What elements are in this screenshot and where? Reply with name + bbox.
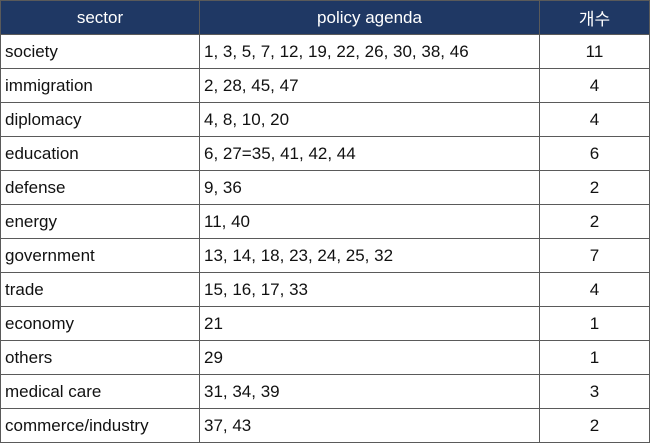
table-row: society 1, 3, 5, 7, 12, 19, 22, 26, 30, … bbox=[0, 34, 650, 69]
count-cell: 4 bbox=[539, 68, 650, 103]
count-cell: 4 bbox=[539, 272, 650, 307]
table-row: medical care 31, 34, 39 3 bbox=[0, 374, 650, 409]
header-count: 개수 bbox=[539, 0, 650, 35]
agenda-cell: 13, 14, 18, 23, 24, 25, 32 bbox=[199, 238, 540, 273]
sector-cell: defense bbox=[0, 170, 200, 205]
table-row: diplomacy 4, 8, 10, 20 4 bbox=[0, 102, 650, 137]
table-row: economy 21 1 bbox=[0, 306, 650, 341]
table-row: education 6, 27=35, 41, 42, 44 6 bbox=[0, 136, 650, 171]
agenda-cell: 37, 43 bbox=[199, 408, 540, 443]
agenda-cell: 9, 36 bbox=[199, 170, 540, 205]
agenda-cell: 2, 28, 45, 47 bbox=[199, 68, 540, 103]
table-body: society 1, 3, 5, 7, 12, 19, 22, 26, 30, … bbox=[0, 34, 650, 443]
agenda-cell: 11, 40 bbox=[199, 204, 540, 239]
sector-cell: diplomacy bbox=[0, 102, 200, 137]
agenda-cell: 1, 3, 5, 7, 12, 19, 22, 26, 30, 38, 46 bbox=[199, 34, 540, 69]
count-cell: 2 bbox=[539, 170, 650, 205]
table-header: sector policy agenda 개수 bbox=[0, 0, 650, 35]
sector-cell: economy bbox=[0, 306, 200, 341]
agenda-cell: 6, 27=35, 41, 42, 44 bbox=[199, 136, 540, 171]
sector-cell: trade bbox=[0, 272, 200, 307]
sector-cell: medical care bbox=[0, 374, 200, 409]
sector-cell: immigration bbox=[0, 68, 200, 103]
count-cell: 7 bbox=[539, 238, 650, 273]
agenda-cell: 31, 34, 39 bbox=[199, 374, 540, 409]
agenda-cell: 15, 16, 17, 33 bbox=[199, 272, 540, 307]
agenda-cell: 21 bbox=[199, 306, 540, 341]
agenda-cell: 29 bbox=[199, 340, 540, 375]
table-row: others 29 1 bbox=[0, 340, 650, 375]
agenda-cell: 4, 8, 10, 20 bbox=[199, 102, 540, 137]
count-cell: 1 bbox=[539, 306, 650, 341]
header-policy-agenda: policy agenda bbox=[199, 0, 540, 35]
sector-cell: commerce/industry bbox=[0, 408, 200, 443]
sector-cell: education bbox=[0, 136, 200, 171]
count-cell: 11 bbox=[539, 34, 650, 69]
count-cell: 1 bbox=[539, 340, 650, 375]
sector-cell: energy bbox=[0, 204, 200, 239]
sector-cell: government bbox=[0, 238, 200, 273]
header-row: sector policy agenda 개수 bbox=[0, 0, 650, 35]
table-row: commerce/industry 37, 43 2 bbox=[0, 408, 650, 443]
sector-cell: others bbox=[0, 340, 200, 375]
count-cell: 2 bbox=[539, 204, 650, 239]
count-cell: 6 bbox=[539, 136, 650, 171]
count-cell: 2 bbox=[539, 408, 650, 443]
table-row: government 13, 14, 18, 23, 24, 25, 32 7 bbox=[0, 238, 650, 273]
count-cell: 3 bbox=[539, 374, 650, 409]
table-row: energy 11, 40 2 bbox=[0, 204, 650, 239]
table-row: immigration 2, 28, 45, 47 4 bbox=[0, 68, 650, 103]
table-row: trade 15, 16, 17, 33 4 bbox=[0, 272, 650, 307]
sector-cell: society bbox=[0, 34, 200, 69]
table-row: defense 9, 36 2 bbox=[0, 170, 650, 205]
header-sector: sector bbox=[0, 0, 200, 35]
count-cell: 4 bbox=[539, 102, 650, 137]
